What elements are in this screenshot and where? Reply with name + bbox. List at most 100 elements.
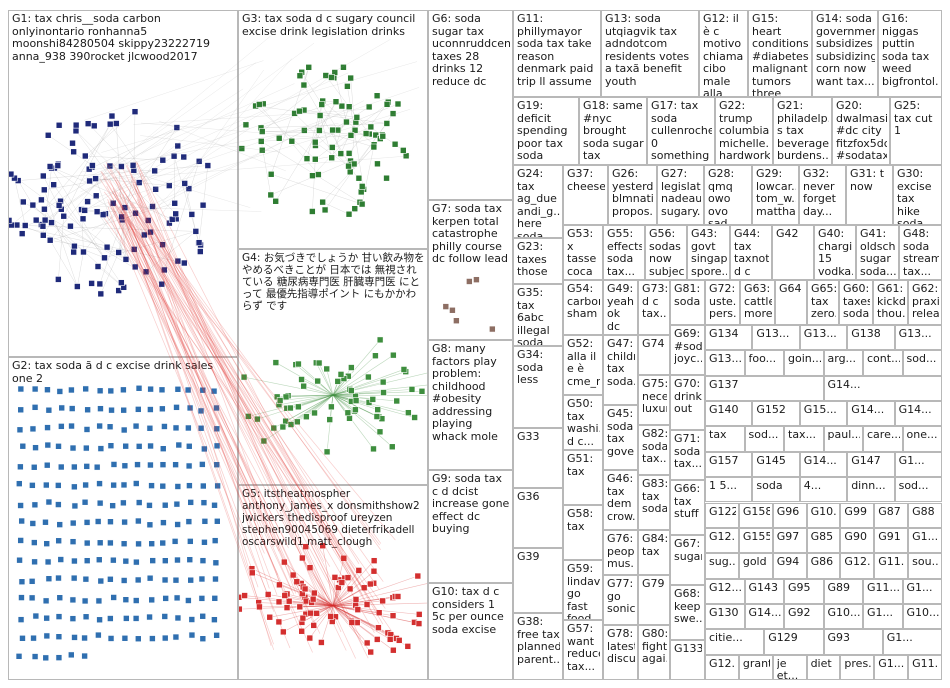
group-g54-panel[interactable]: G54: carbon sham [563,280,603,335]
group-g37-panel[interactable]: G37: cheese [563,165,608,225]
group-g47-panel[interactable]: G47: childr... tax soda... [603,335,638,405]
small-group-cell[interactable]: G1... [902,578,942,604]
small-group-cell[interactable]: G85 [806,527,841,554]
small-group-cell[interactable]: G140 [705,401,753,427]
small-group-cell[interactable]: goin... [784,350,824,376]
small-group-cell[interactable]: G13... [752,325,800,351]
group-g13-panel[interactable]: G13: soda utqiagvik tax adndotcom reside… [601,10,699,97]
group-g9-panel[interactable]: G9: soda tax c d dcist increase gone eff… [428,470,513,583]
small-group-cell[interactable]: G13... [894,325,942,351]
small-group-cell[interactable]: G92 [784,603,824,630]
group-g55-panel[interactable]: G55: effects soda tax... [603,225,645,280]
group-g4-panel[interactable]: G4: お気づきでしょうか 甘い飲み物をやめるべきことが 日本では 無視されてい… [238,249,428,485]
group-g71-panel[interactable]: G71: soda tax... [670,430,705,480]
small-group-cell[interactable]: foo... [744,350,784,376]
small-group-cell[interactable]: G11... [874,553,909,579]
small-group-cell[interactable]: G134 [705,325,753,351]
small-group-cell[interactable]: 4... [799,477,848,503]
group-g75-panel[interactable]: G75: nece... luxur... [638,375,670,425]
group-g2-panel[interactable]: G2: tax soda ã d c excise drink sales on… [8,357,238,680]
small-group-cell[interactable]: paul... [823,426,863,452]
group-g62-panel[interactable]: G62: praxi... relea... [908,280,942,325]
small-group-cell[interactable]: G12... [705,527,739,554]
group-g10-panel[interactable]: G10: tax d c considers 1 5c per ounce so… [428,583,513,680]
group-g56-panel[interactable]: G56: sodas now subjec... [645,225,687,280]
small-group-cell[interactable]: sod... [894,477,942,503]
small-group-cell[interactable]: G130 [705,603,745,630]
small-group-cell[interactable]: G15... [799,401,848,427]
group-g19-panel[interactable]: G19: deficit spending poor tax soda [513,97,579,165]
small-group-cell[interactable]: G10... [806,502,841,528]
group-g46-panel[interactable]: G46: tax dem crow... [603,470,638,530]
small-group-cell[interactable]: G10... [902,603,942,630]
group-g21-panel[interactable]: G21: philadelp... s tax beverage burdens… [773,97,832,165]
group-g69-panel[interactable]: G69: #soda joyc... [670,325,705,375]
group-g133-panel[interactable]: G133 [670,640,705,680]
group-g17-panel[interactable]: G17: tax soda cullenroche 0 something t … [647,97,715,165]
small-group-cell[interactable]: G147 [847,451,895,478]
group-g28-panel[interactable]: G28: qmq owo ovo sad happy... [704,165,752,225]
group-g80-panel[interactable]: G80: fighti... agai... [638,625,670,680]
group-g7-panel[interactable]: G7: soda tax kerpen total catastrophe ph… [428,200,513,340]
small-group-cell[interactable]: G89 [823,578,863,604]
group-g3-panel[interactable]: G3: tax soda d c sugary council excise d… [238,10,428,249]
group-g42-panel[interactable]: G42 [772,225,814,280]
small-group-cell[interactable]: G152 [752,401,800,427]
group-g25-panel[interactable]: G25: tax cut 1 [890,97,942,165]
group-g34-panel[interactable]: G34: soda less [513,346,563,428]
small-group-cell[interactable]: G93 [823,629,883,655]
group-g81-panel[interactable]: G81: soda [670,280,705,325]
small-group-cell[interactable]: sug... [705,553,739,579]
group-g26-panel[interactable]: G26: yesterd... blmnati... propos... [608,165,657,225]
group-g77-panel[interactable]: G77: go sonic [603,575,638,625]
group-g40-panel[interactable]: G40: chargi... 15 vodka... [814,225,856,280]
small-group-cell[interactable]: sod... [902,350,942,376]
group-g57-panel[interactable]: G57: want reduce tax... [563,620,603,680]
group-g67-panel[interactable]: G67: sugar [670,535,705,585]
small-group-cell[interactable]: pres... [840,654,875,680]
small-group-cell[interactable]: G91 [874,527,909,554]
group-g16-panel[interactable]: G16: niggas puttin soda tax weed bigfron… [878,10,942,97]
small-group-cell[interactable]: G137 [705,375,824,402]
group-g72-panel[interactable]: G72: uste... pers... [705,280,740,325]
group-g1-panel[interactable]: G1: tax chris__soda carbon onlyinontario… [8,10,238,357]
small-group-cell[interactable]: tax [705,426,745,452]
small-group-cell[interactable]: sou... [908,553,942,579]
group-g14-panel[interactable]: G14: soda government subsidizes subsidiz… [812,10,878,97]
small-group-cell[interactable]: G14... [894,401,942,427]
group-g39-panel[interactable]: G39 [513,548,563,613]
group-g64-panel[interactable]: G64 [775,280,807,325]
group-g73-panel[interactable]: G73: d c tax... [638,280,670,335]
group-g58-panel[interactable]: G58: tax [563,505,603,560]
group-g41-panel[interactable]: G41: oldsch... sugar soda... [856,225,899,280]
small-group-cell[interactable]: G145 [752,451,800,478]
small-group-cell[interactable]: G14... [823,375,942,402]
small-group-cell[interactable]: gold [738,553,773,579]
group-g49-panel[interactable]: G49: yeah ok dc place... [603,280,638,335]
small-group-cell[interactable]: G12... [705,578,745,604]
small-group-cell[interactable]: G90 [840,527,875,554]
group-g79-panel[interactable]: G79 [638,575,670,625]
small-group-cell[interactable]: G11... [863,578,903,604]
small-group-cell[interactable]: G1... [908,527,942,554]
small-group-cell[interactable]: G1... [882,629,942,655]
group-g70-panel[interactable]: G70: drink out [670,375,705,430]
small-group-cell[interactable]: G87 [874,502,909,528]
small-group-cell[interactable]: dinn... [847,477,895,503]
group-g8-panel[interactable]: G8: many factors play problem: childhood… [428,340,513,470]
small-group-cell[interactable]: arg... [823,350,863,376]
small-group-cell[interactable]: G13... [799,325,848,351]
small-group-cell[interactable]: soda [752,477,800,503]
small-group-cell[interactable]: G12... [840,553,875,579]
small-group-cell[interactable]: G88 [908,502,942,528]
small-group-cell[interactable]: 1 5... [705,477,753,503]
group-g15-panel[interactable]: G15: heart conditions #diabetes malignan… [748,10,812,97]
small-group-cell[interactable]: G138 [847,325,895,351]
group-g76-panel[interactable]: G76: peop... mus... [603,530,638,575]
small-group-cell[interactable]: G95 [784,578,824,604]
small-group-cell[interactable]: sod... [744,426,784,452]
small-group-cell[interactable]: G14... [744,603,784,630]
small-group-cell[interactable]: tax... [784,426,824,452]
group-g82-panel[interactable]: G82: soda tax... [638,425,670,475]
small-group-cell[interactable]: citie... [705,629,765,655]
